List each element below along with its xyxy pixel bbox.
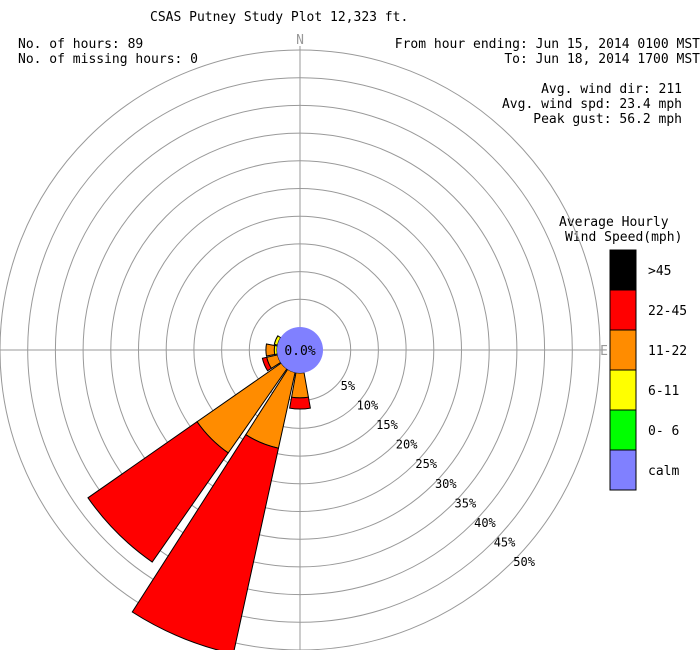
legend-label-1: 22-45 [648, 304, 687, 319]
legend-title-line2: Wind Speed(mph) [565, 230, 683, 245]
legend-label-4: 0- 6 [648, 424, 679, 439]
compass-e: E [600, 344, 608, 359]
avg-wind-speed: Avg. wind spd: 23.4 mph [501, 97, 682, 112]
avg-wind-dir: Avg. wind dir: 211 [541, 82, 682, 97]
legend-swatch-2 [609, 329, 637, 371]
legend-label-2: 11-22 [648, 344, 687, 359]
petal-225-2245 [87, 421, 229, 563]
hours-count: No. of hours: 89 [18, 37, 144, 52]
ring-label-7: 35% [455, 496, 477, 510]
peak-gust: Peak gust: 56.2 mph [533, 112, 682, 127]
ring-label-4: 20% [396, 438, 418, 452]
period-to: To: Jun 18, 2014 1700 MST [504, 52, 700, 67]
petal-247.5-2245 [261, 356, 272, 372]
calm-circle [277, 327, 323, 373]
legend-label-5: calm [648, 464, 679, 479]
ring-label-2: 10% [357, 398, 379, 412]
missing-hours-count: No. of missing hours: 0 [18, 52, 199, 67]
ring-label-9: 45% [494, 536, 516, 550]
ring-label-3: 15% [376, 418, 398, 432]
legend-swatch-0 [609, 249, 637, 291]
compass-n: N [296, 33, 304, 48]
legend-label-0: >45 [648, 264, 671, 279]
ring-label-8: 40% [474, 516, 496, 530]
petal-180-2245 [289, 396, 311, 410]
petal-270-1122 [265, 343, 276, 357]
legend-swatch-1 [609, 289, 637, 331]
ring-label-6: 30% [435, 477, 457, 491]
period-from: From hour ending: Jun 15, 2014 0100 MST [394, 37, 700, 52]
legend-swatch-4 [609, 409, 637, 451]
ring-label-1: 5% [341, 379, 356, 393]
ring-label-5: 25% [415, 457, 437, 471]
legend-label-3: 6-11 [648, 384, 679, 399]
legend-swatch-5 [609, 449, 637, 491]
chart-title: CSAS Putney Study Plot 12,323 ft. [150, 10, 409, 25]
calm-percent-label: 0.0% [284, 344, 315, 359]
ring-label-10: 50% [513, 555, 535, 569]
legend-title-line1: Average Hourly [559, 215, 669, 230]
legend-swatch-3 [609, 369, 637, 411]
